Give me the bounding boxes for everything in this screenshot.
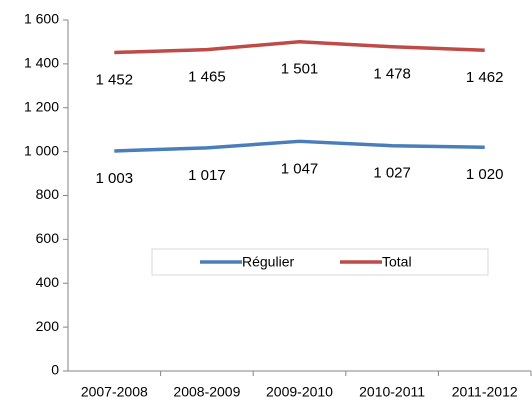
legend-label: Régulier bbox=[242, 254, 294, 270]
y-tick-label: 0 bbox=[51, 362, 59, 378]
data-label: 1 020 bbox=[466, 166, 504, 183]
legend: Régulier Total bbox=[151, 248, 489, 276]
data-label: 1 047 bbox=[281, 160, 319, 177]
data-label: 1 462 bbox=[466, 69, 504, 86]
y-tick-label: 600 bbox=[36, 230, 60, 246]
x-tick-label: 2010-2011 bbox=[359, 384, 425, 400]
y-tick-label: 400 bbox=[36, 274, 60, 290]
y-tick-label: 1 000 bbox=[24, 142, 59, 158]
data-label: 1 452 bbox=[96, 71, 134, 88]
y-tick-label: 800 bbox=[36, 186, 60, 202]
data-label: 1 478 bbox=[373, 66, 411, 83]
x-tick-label: 2009-2010 bbox=[266, 384, 333, 400]
series-line bbox=[114, 39, 485, 55]
y-tick-label: 1 400 bbox=[24, 55, 59, 71]
data-label: 1 501 bbox=[281, 61, 319, 78]
y-tick-label: 1 600 bbox=[24, 11, 59, 27]
x-tick-label: 2008-2009 bbox=[173, 384, 240, 400]
legend-label: Total bbox=[382, 254, 412, 270]
x-tick-label: 2007-2008 bbox=[81, 384, 148, 400]
data-label: 1 465 bbox=[188, 69, 226, 86]
x-tick-label: 2011-2012 bbox=[452, 384, 518, 400]
data-label: 1 017 bbox=[188, 167, 226, 184]
y-tick-label: 1 200 bbox=[24, 98, 59, 114]
data-label: 1 003 bbox=[96, 170, 134, 187]
series-line bbox=[114, 139, 485, 153]
data-label: 1 027 bbox=[373, 165, 411, 182]
y-tick-label: 200 bbox=[36, 318, 60, 334]
